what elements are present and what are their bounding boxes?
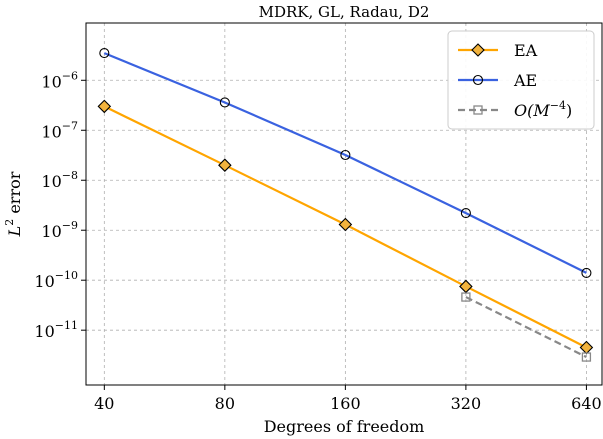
y-axis-label-main: L xyxy=(5,226,24,238)
y-tick-base: 10 xyxy=(41,72,61,91)
data-point-reference xyxy=(461,292,471,302)
y-axis-label: L2 error xyxy=(3,171,24,237)
series-ae xyxy=(99,48,592,278)
x-tick-label: 80 xyxy=(215,394,235,413)
y-tick-exponent: −6 xyxy=(62,69,78,82)
x-tick-label: 320 xyxy=(451,394,482,413)
y-tick-base: 10 xyxy=(41,222,61,241)
data-point-ea xyxy=(338,217,353,232)
y-tick-exponent: −9 xyxy=(62,219,78,232)
y-tick-label: 10−8 xyxy=(41,169,78,191)
y-tick-exponent: −10 xyxy=(55,269,78,282)
data-point-ae xyxy=(340,149,351,161)
x-tick-label: 640 xyxy=(571,394,602,413)
plot-frame xyxy=(85,22,603,386)
y-tick-label: 10−9 xyxy=(41,219,78,241)
legend-marker-ea xyxy=(471,43,485,57)
y-tick-base: 10 xyxy=(34,322,54,341)
data-point-ea xyxy=(218,158,232,172)
legend: EA AE O(M−4) xyxy=(447,30,595,130)
series-ea xyxy=(97,99,594,355)
legend-label-ea: EA xyxy=(514,41,538,60)
y-tick-label: 10−10 xyxy=(34,269,78,291)
legend-label-part: ) xyxy=(566,101,572,120)
y-tick-base: 10 xyxy=(41,122,61,141)
series xyxy=(97,48,594,362)
data-point-ea xyxy=(579,340,594,355)
series-line-reference xyxy=(465,296,587,359)
series-reference xyxy=(461,292,592,362)
legend-label-reference: O(M−4) xyxy=(514,99,572,120)
x-tick-label: 40 xyxy=(94,394,114,413)
x-axis-label: Degrees of freedom xyxy=(264,417,425,436)
y-tick-exponent: −8 xyxy=(62,169,78,182)
y-tick-base: 10 xyxy=(34,272,54,291)
data-point-ae xyxy=(581,267,592,278)
data-point-ea xyxy=(459,279,473,294)
y-tick-exponent: −7 xyxy=(62,119,78,132)
chart-title: MDRK, GL, Radau, D2 xyxy=(259,3,430,21)
y-tick-base: 10 xyxy=(41,172,61,191)
data-point-ae xyxy=(99,48,110,59)
y-tick-exponent: −11 xyxy=(55,319,78,332)
legend-label-ae: AE xyxy=(513,71,537,90)
legend-marker-reference xyxy=(473,105,483,115)
y-tick-label: 10−7 xyxy=(41,119,78,141)
y-tick-label: 10−11 xyxy=(34,319,78,341)
data-point-reference xyxy=(581,352,592,362)
y-axis-label-rest: error xyxy=(5,171,24,218)
y-axis-label-sup: 2 xyxy=(3,219,16,226)
legend-label-part: O(M xyxy=(514,101,550,120)
legend-box xyxy=(447,30,595,130)
legend-label-part: −4 xyxy=(550,99,566,112)
data-point-ae xyxy=(460,208,471,219)
series-line-ae xyxy=(103,52,587,274)
x-tick-label: 160 xyxy=(330,394,361,413)
data-point-ea xyxy=(97,99,112,114)
legend-marker-ae xyxy=(472,74,484,86)
y-tick-label: 10−6 xyxy=(41,69,78,91)
data-point-ae xyxy=(219,97,230,108)
